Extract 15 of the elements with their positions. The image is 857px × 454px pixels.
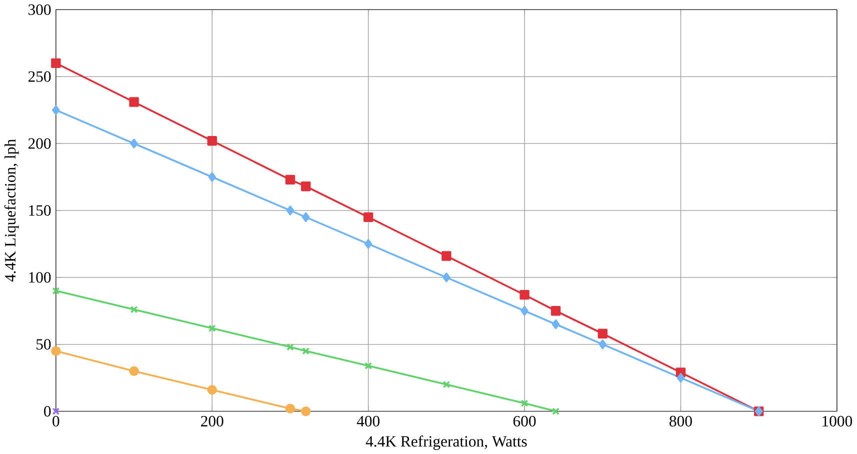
x-tick-label: 400 [356,416,380,426]
y-axis-title: 4.4K Liquefaction, lph [4,139,19,282]
x-tick-label: 1000 [822,416,852,426]
x-tick-label: 200 [201,416,224,426]
x-axis-title: 4.4K Refrigeration, Watts [366,435,527,450]
y-tick-label: 100 [29,272,51,283]
y-tick-label: 250 [28,71,51,82]
y-tick-label: 200 [28,138,51,149]
y-tick-label: 150 [29,205,51,216]
x-tick-label: 600 [513,416,536,426]
x-tick-label: 0 [52,416,60,426]
y-tick-label: 300 [28,4,51,15]
y-tick-label: 50 [36,338,51,350]
y-tick-label: 0 [44,406,51,416]
x-tick-label: 800 [670,416,692,426]
